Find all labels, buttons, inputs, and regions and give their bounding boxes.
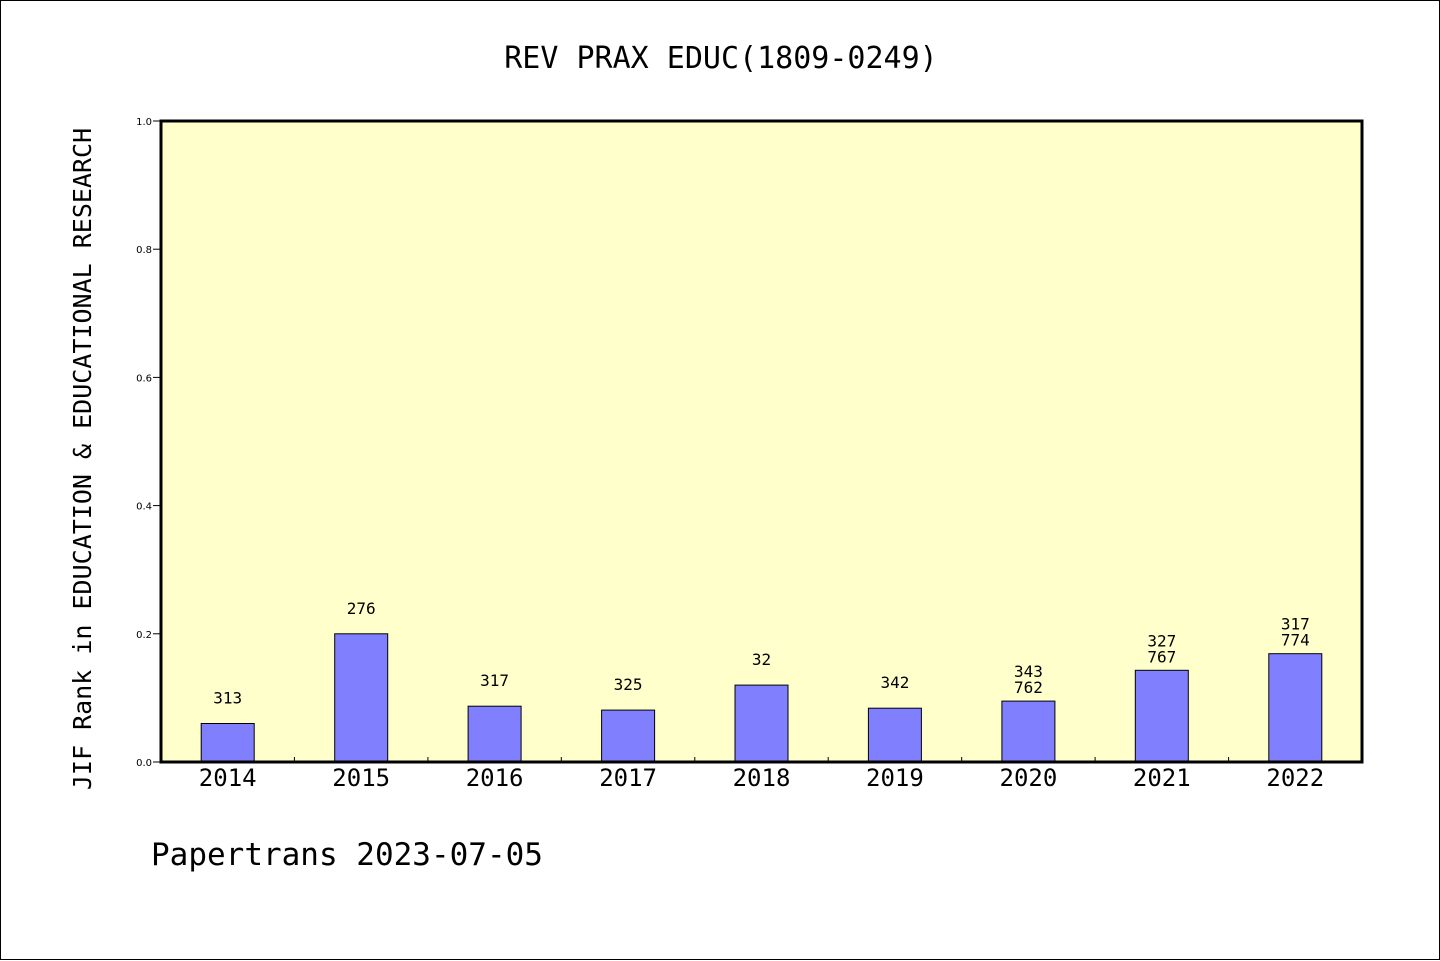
bar-label-2014: 313	[213, 689, 242, 708]
y-axis-label: JIF Rank in EDUCATION & EDUCATIONAL RESE…	[68, 128, 97, 790]
y-tick-label: 0.4	[136, 502, 152, 513]
x-tick-label-2019: 2019	[866, 764, 924, 792]
bar-2020	[1001, 700, 1056, 763]
x-tick-label-2017: 2017	[599, 764, 657, 792]
bar-2019	[867, 707, 922, 763]
bar-2014	[200, 723, 255, 763]
bar-2016	[467, 705, 522, 763]
bar-2021	[1134, 669, 1189, 763]
plot-border	[159, 119, 1364, 764]
x-tick-label-2021: 2021	[1133, 764, 1191, 792]
y-tick-label: 0.8	[136, 245, 152, 256]
bar-label-2022-1: 317	[1281, 615, 1310, 634]
x-tick-label-2015: 2015	[332, 764, 390, 792]
bar-label-2020-1: 343	[1014, 662, 1043, 681]
footer-text: Papertrans 2023-07-05	[151, 837, 543, 873]
bar-2022	[1268, 653, 1323, 763]
x-tick-label-2022: 2022	[1266, 764, 1324, 792]
bar-label-2021-1: 327	[1147, 631, 1176, 650]
chart-title: REV PRAX EDUC(1809-0249)	[504, 41, 937, 76]
bar-2015	[334, 633, 389, 763]
bar-label-2022-2: 774	[1281, 631, 1310, 650]
x-tick-label-2016: 2016	[466, 764, 524, 792]
bar-label-2017: 325	[614, 675, 643, 694]
bars-group	[200, 633, 1323, 763]
x-tick-label-2020: 2020	[1000, 764, 1058, 792]
bar-2017	[601, 709, 656, 763]
bar-label-2018: 32	[752, 650, 771, 669]
x-tick-label-2014: 2014	[199, 764, 257, 792]
bar-label-2021-2: 767	[1147, 647, 1176, 666]
y-tick-label: 0.0	[136, 758, 152, 769]
x-axis: 2014 2015 2016 2017 2018 2019 2020 2021 2022	[199, 757, 1324, 792]
bar-2018	[734, 684, 789, 763]
bar-label-2015: 276	[347, 599, 376, 618]
bar-label-2016: 317	[480, 671, 509, 690]
y-axis: 0.0 0.2 0.4 0.6 0.8 1.0	[136, 117, 161, 769]
y-tick-label: 1.0	[136, 117, 152, 128]
y-tick-label: 0.2	[136, 630, 152, 641]
y-tick-label: 0.6	[136, 373, 152, 384]
x-tick-label-2018: 2018	[733, 764, 791, 792]
bar-label-2020-2: 762	[1014, 678, 1043, 697]
bar-label-2019: 342	[880, 673, 909, 692]
